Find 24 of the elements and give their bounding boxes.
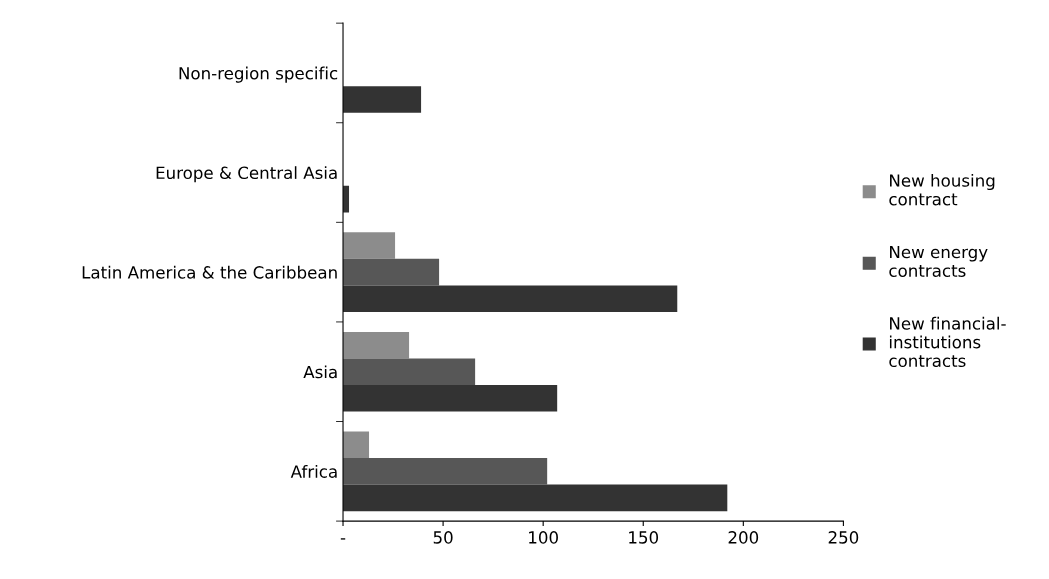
- bar: [343, 458, 548, 485]
- bar: [343, 86, 422, 113]
- x-tick-label: 250: [828, 531, 859, 544]
- legend-label: New housing contract: [889, 173, 995, 206]
- y-tick-label: Europe & Central Asia: [156, 166, 337, 183]
- bar: [343, 258, 440, 286]
- y-tick-label: Non-region specific: [179, 66, 338, 83]
- bar: [343, 431, 370, 459]
- legend-label: New financial-institutions contracts: [889, 316, 1006, 368]
- y-tick-label: Latin America & the Caribbean: [82, 265, 337, 279]
- x-tick-label: 50: [433, 531, 453, 544]
- x-tick-label: 150: [629, 531, 659, 544]
- legend-label: New energy contracts: [889, 245, 988, 277]
- bar: [343, 484, 728, 512]
- x-tick-label: 200: [728, 531, 759, 544]
- bar: [343, 285, 678, 312]
- bar: [343, 331, 410, 359]
- x-tick-label: 100: [529, 531, 558, 544]
- x-tick-label: -: [340, 538, 346, 540]
- y-tick-label: Africa: [290, 464, 337, 478]
- bar: [343, 232, 396, 259]
- bar: [343, 358, 476, 385]
- y-tick-label: Asia: [303, 365, 337, 379]
- bar: [343, 385, 558, 412]
